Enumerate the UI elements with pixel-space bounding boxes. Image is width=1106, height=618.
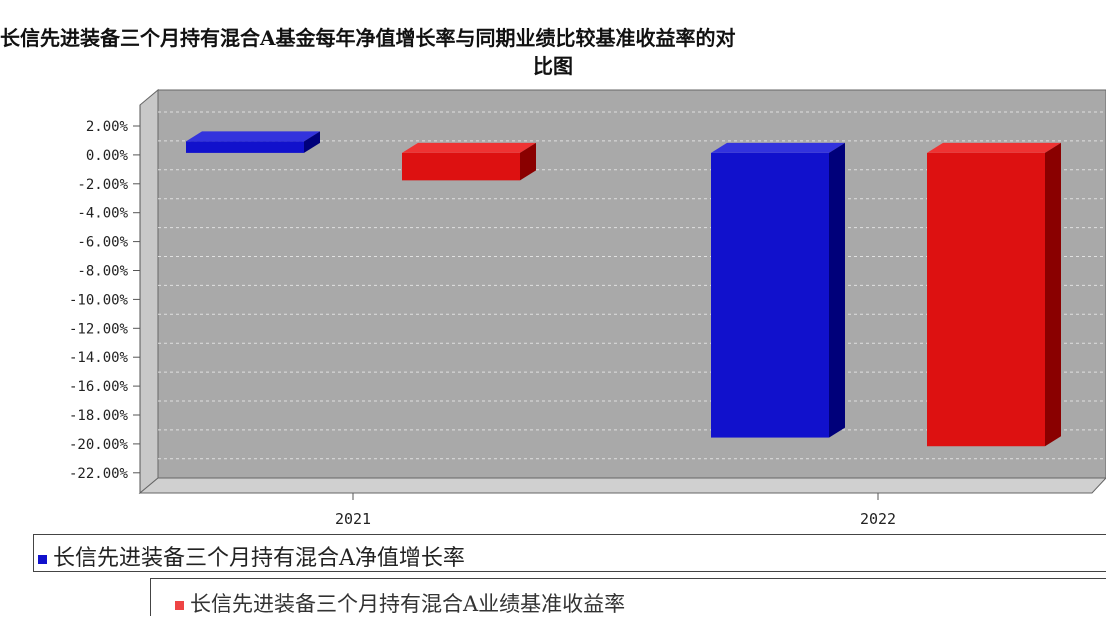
y-tick-label: 0.00% bbox=[86, 148, 129, 164]
legend-swatch-red bbox=[175, 601, 184, 610]
y-tick-label: -4.00% bbox=[77, 206, 128, 222]
legend-label-net-growth: 长信先进装备三个月持有混合A净值增长率 bbox=[53, 546, 465, 571]
y-tick-label: -20.00% bbox=[69, 437, 129, 453]
legend-box bbox=[33, 534, 1106, 572]
y-tick-label: -6.00% bbox=[77, 235, 128, 251]
legend-item-net-growth: 长信先进装备三个月持有混合A净值增长率 bbox=[38, 540, 465, 572]
bar-top bbox=[711, 142, 845, 153]
y-tick-label: -18.00% bbox=[69, 408, 129, 424]
bar-2021-series-0 bbox=[186, 131, 320, 153]
bar-top bbox=[402, 142, 536, 153]
y-tick-label: -14.00% bbox=[69, 350, 129, 366]
legend-swatch-blue bbox=[38, 554, 47, 564]
y-tick-label: 2.00% bbox=[86, 119, 129, 135]
y-tick-label: -2.00% bbox=[77, 177, 128, 193]
y-tick-label: -22.00% bbox=[69, 466, 129, 482]
legend-box-2 bbox=[150, 578, 1106, 616]
plot-floor bbox=[138, 477, 1106, 494]
bar-chart: 2.00% 0.00% -2.00% -4.00% -6.00% -8.00% -10.00… bbox=[69, 88, 1106, 528]
bar-side bbox=[1045, 142, 1061, 447]
bar-front bbox=[927, 152, 1045, 447]
bar-2022-series-1 bbox=[927, 142, 1061, 447]
bar-front bbox=[711, 152, 829, 438]
chart-title-line1: 长信先进装备三个月持有混合A基金每年净值增长率与同期业绩比较基准收益率的对 bbox=[0, 26, 736, 50]
chart-title-line2: 比图 bbox=[533, 54, 573, 78]
plot-side-wall bbox=[139, 88, 159, 495]
x-tick-label: 2022 bbox=[860, 510, 896, 528]
bar-2021-series-1 bbox=[402, 142, 536, 181]
bar-top bbox=[927, 142, 1061, 153]
bar-side bbox=[829, 142, 845, 438]
x-tick-label: 2021 bbox=[335, 510, 371, 528]
bar-side bbox=[520, 142, 536, 181]
bar-top bbox=[186, 131, 320, 142]
y-tick-label: -8.00% bbox=[77, 264, 128, 280]
bar-2022-series-0 bbox=[711, 142, 845, 438]
bar-side bbox=[304, 131, 320, 153]
legend-item-benchmark: 长信先进装备三个月持有混合A业绩基准收益率 bbox=[175, 588, 625, 618]
y-tick-label: -10.00% bbox=[69, 292, 129, 308]
y-tick-label: -16.00% bbox=[69, 379, 129, 395]
bar-front bbox=[402, 152, 520, 181]
bar-front bbox=[186, 141, 304, 153]
y-tick-label: -12.00% bbox=[69, 321, 129, 337]
legend-label-benchmark: 长信先进装备三个月持有混合A业绩基准收益率 bbox=[190, 592, 626, 616]
